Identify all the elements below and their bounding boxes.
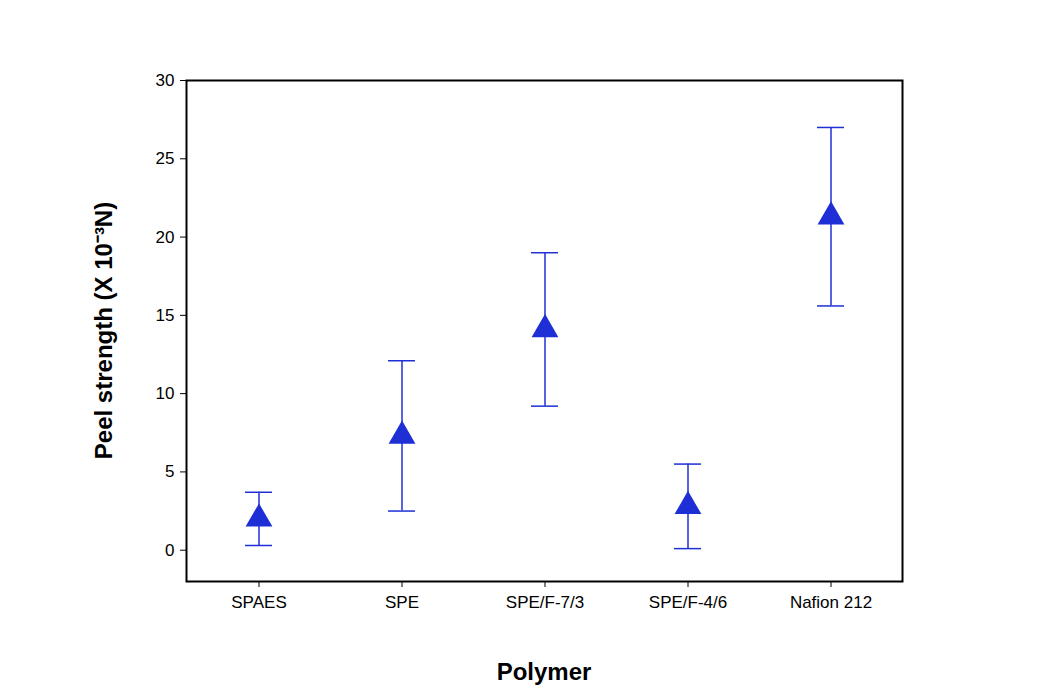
svg-text:0: 0 (165, 541, 174, 560)
svg-text:Polymer: Polymer (497, 658, 592, 685)
svg-text:SPE: SPE (385, 593, 419, 612)
svg-text:SPE/F-4/6: SPE/F-4/6 (649, 593, 727, 612)
svg-text:Peel strength (X 10⁻³N): Peel strength (X 10⁻³N) (90, 202, 117, 459)
svg-text:20: 20 (156, 228, 175, 247)
svg-text:SPAES: SPAES (231, 593, 286, 612)
svg-text:10: 10 (156, 384, 175, 403)
svg-text:SPE/F-7/3: SPE/F-7/3 (506, 593, 584, 612)
svg-text:Nafion 212: Nafion 212 (790, 593, 872, 612)
svg-text:25: 25 (156, 149, 175, 168)
svg-text:15: 15 (156, 306, 175, 325)
svg-text:30: 30 (156, 71, 175, 90)
svg-text:5: 5 (165, 462, 174, 481)
